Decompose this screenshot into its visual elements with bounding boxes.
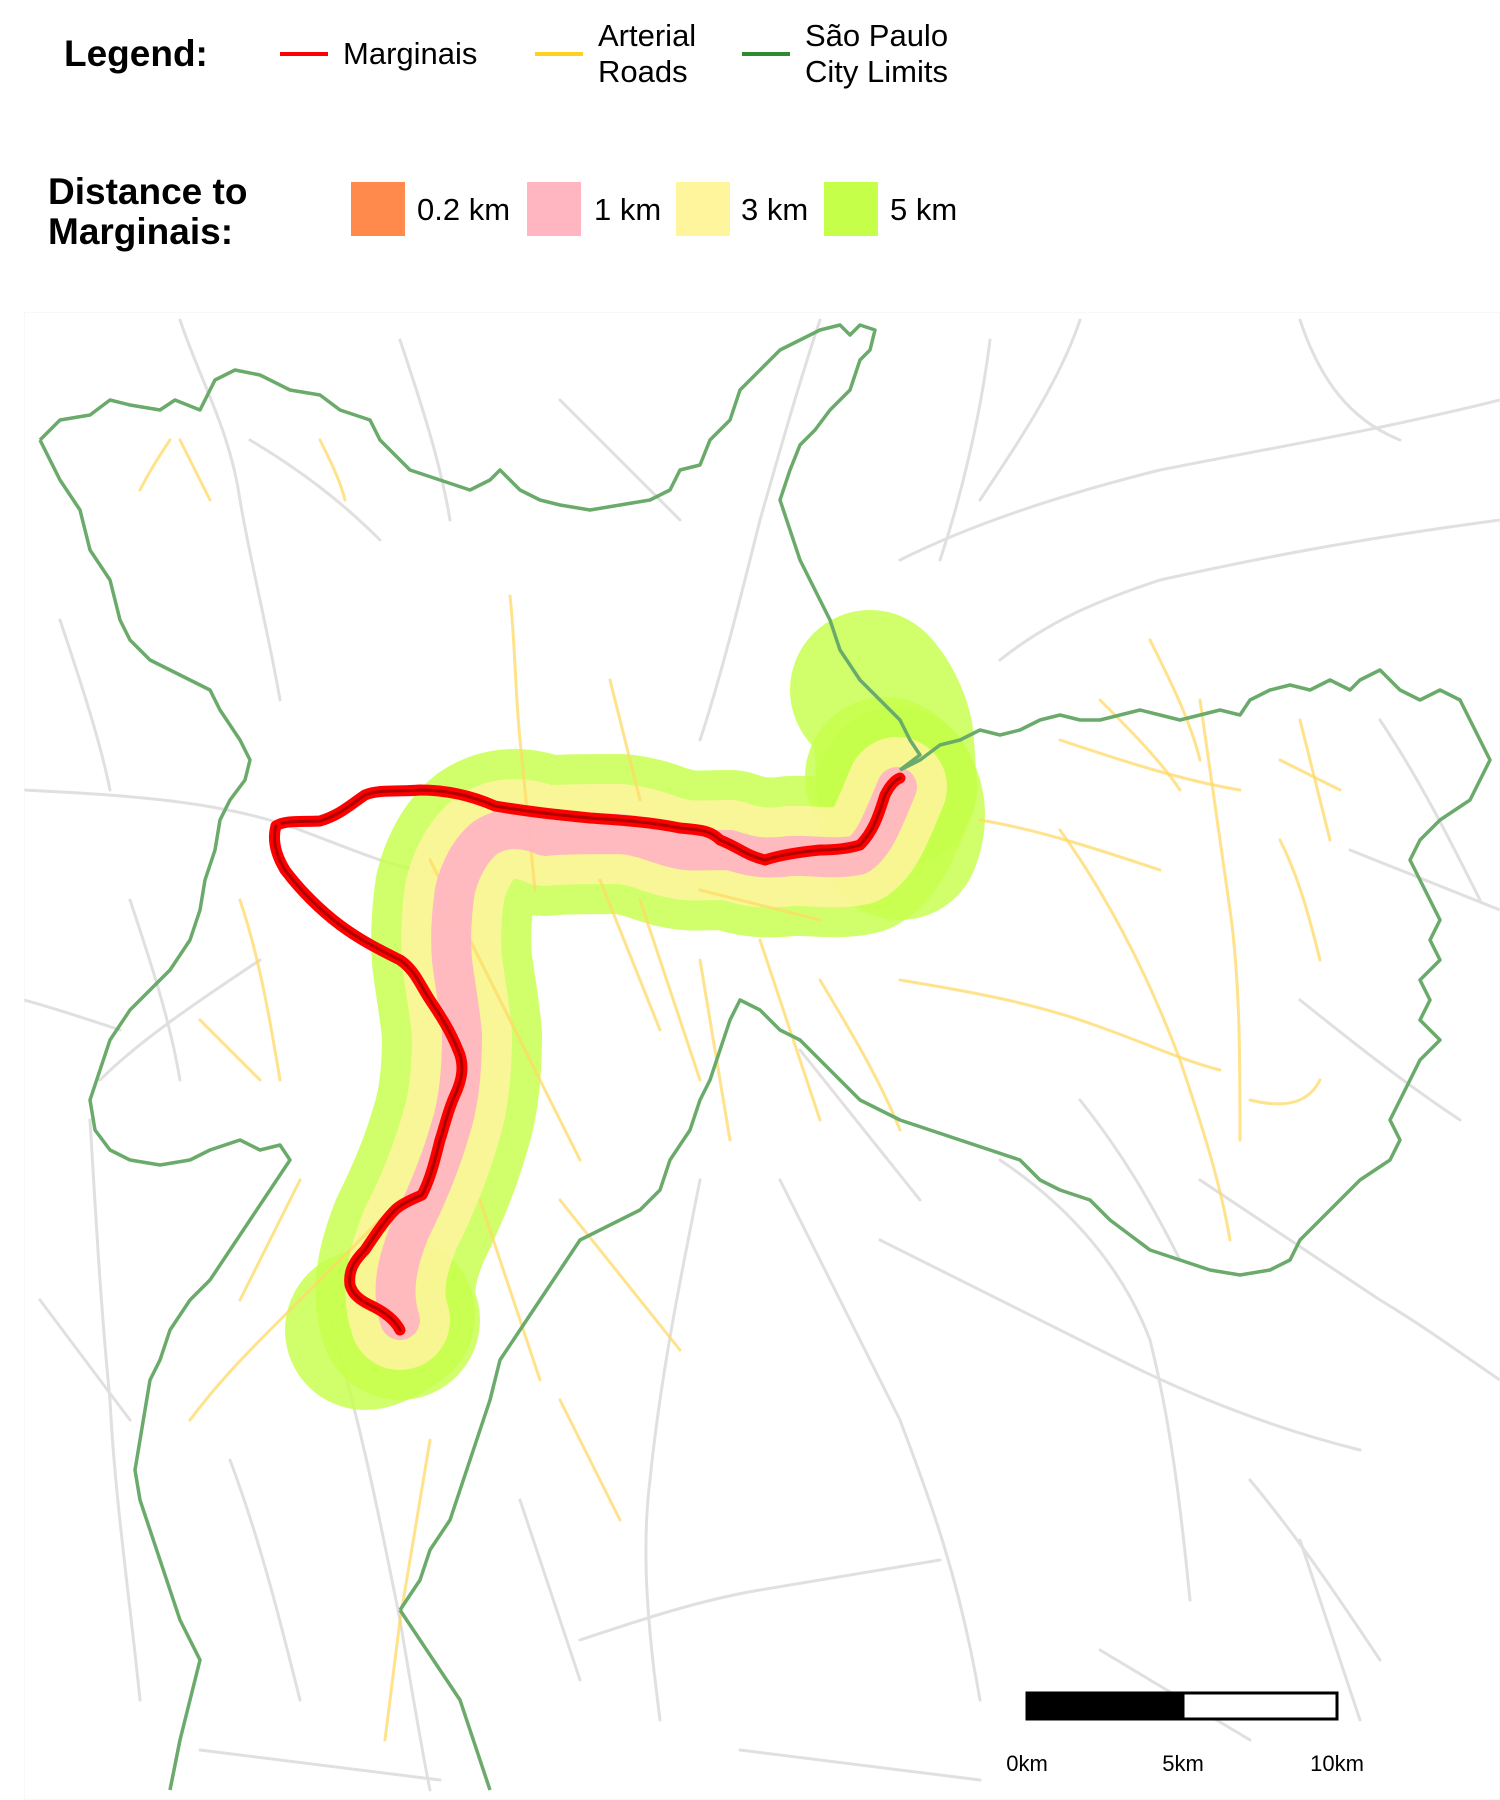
swatch-label-0-2km: 0.2 km [417,192,511,227]
legend-label-arterial-line2: Roads [598,54,688,89]
distance-legend-title-line2: Marginais: [48,211,234,252]
marginal-pinheiros-inner [272,824,464,1332]
distance-legend-title-line1: Distance to [48,171,248,212]
swatch-0-2km [351,182,405,236]
map-canvas[interactable] [24,312,1500,1800]
swatch-1km [527,182,581,236]
marginais [268,772,906,1336]
legend-label-city-limits-line2: City Limits [805,54,948,89]
legend-label-city-limits-line1: São Paulo [805,18,949,53]
scale-label-5: 5km [1162,1751,1204,1776]
swatch-3km [676,182,730,236]
scale-bar-graphic [1025,1691,1339,1721]
legend-label-city-limits: São Paulo City Limits [805,18,948,90]
legend-line-city-limits [742,52,790,56]
scale-label-0: 0km [1006,1751,1048,1776]
legend-line-marginais [280,52,328,56]
legend-title: Legend: [64,33,208,74]
legend-label-marginais: Marginais [343,36,478,71]
legend-label-arterial-line1: Arterial [598,18,697,53]
swatch-label-5km: 5 km [890,192,958,227]
city-limits [38,323,1492,1791]
swatch-label-3km: 3 km [741,192,809,227]
scale-label-10: 10km [1310,1751,1364,1776]
marginal-tiete-inner [274,776,902,862]
scale-bar: 0km 5km 10km [1006,1690,1364,1780]
swatch-5km [824,182,878,236]
arterial-roads [138,438,1342,1742]
legend-label-arterial: Arterial Roads [598,18,696,90]
swatch-label-1km: 1 km [594,192,662,227]
background-roads [24,318,1500,1792]
distance-legend-title: Distance to Marginais: [48,172,247,252]
legend-line-arterial [535,52,583,56]
